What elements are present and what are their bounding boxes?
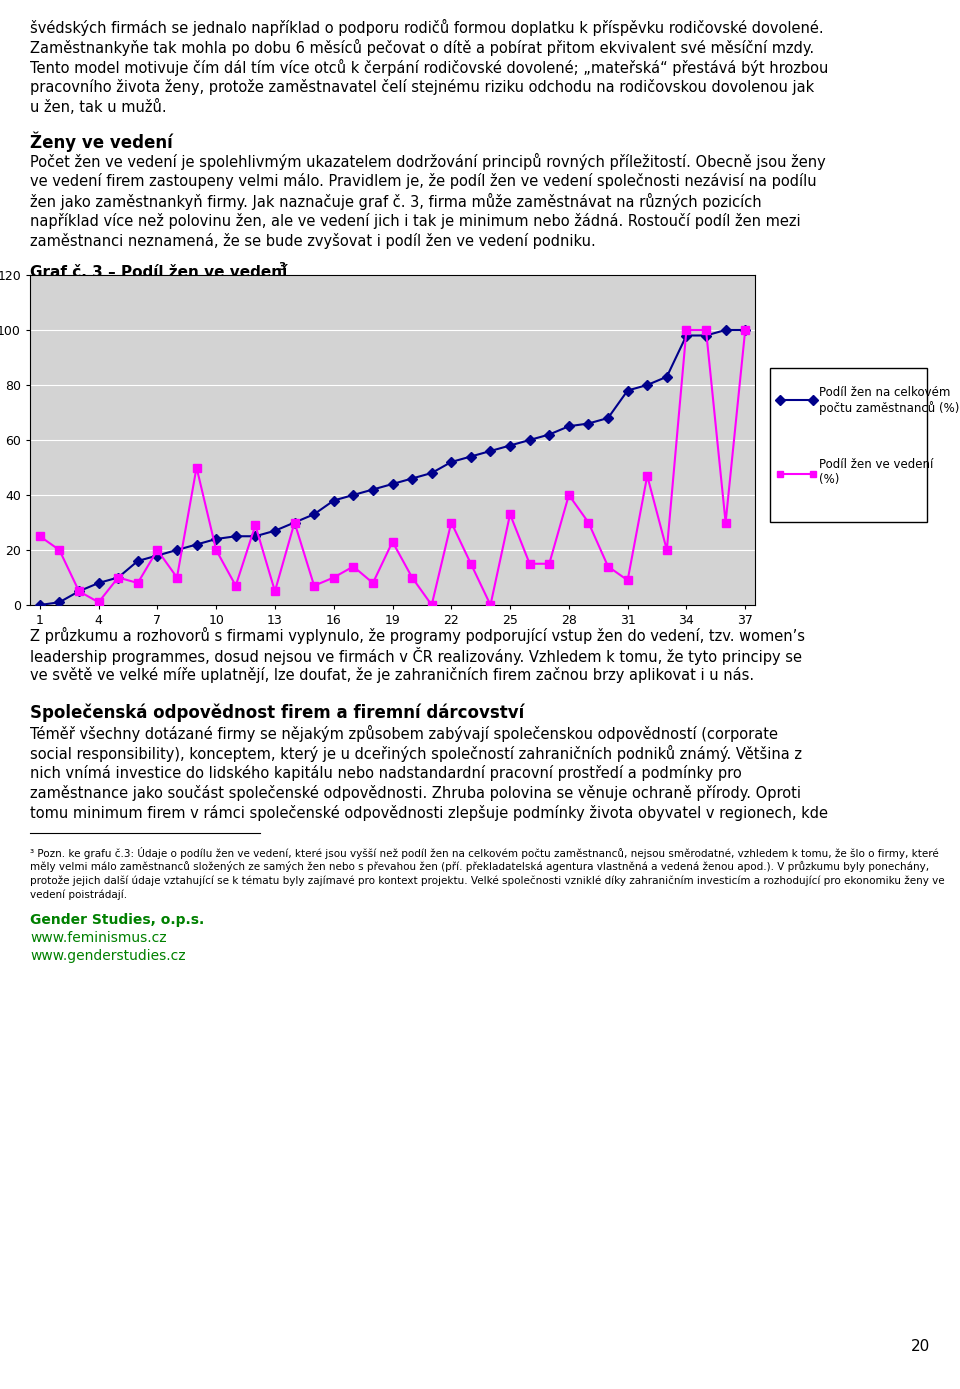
Text: 20: 20 xyxy=(911,1339,930,1354)
Text: Z průzkumu a rozhovorů s firmami vyplynulo, že programy podporující vstup žen do: Z průzkumu a rozhovorů s firmami vyplynu… xyxy=(30,626,805,644)
Text: ve vedení firem zastoupeny velmi málo. Pravidlem je, že podíl žen ve vedení spol: ve vedení firem zastoupeny velmi málo. P… xyxy=(30,174,817,189)
Text: například více než polovinu žen, ale ve vedení jich i tak je minimum nebo žádná.: například více než polovinu žen, ale ve … xyxy=(30,213,801,229)
Text: žen jako zaměstnankyň firmy. Jak naznačuje graf č. 3, firma může zaměstnávat na : žen jako zaměstnankyň firmy. Jak naznaču… xyxy=(30,193,761,210)
Text: Zaměstnankyňe tak mohla po dobu 6 měsíců pečovat o dítě a pobírat přitom ekvival: Zaměstnankyňe tak mohla po dobu 6 měsíců… xyxy=(30,39,814,56)
Text: www.genderstudies.cz: www.genderstudies.cz xyxy=(30,949,185,963)
Text: švédských firmách se jednalo například o podporu rodičů formou doplatku k příspě: švédských firmách se jednalo například o… xyxy=(30,19,824,36)
Text: protože jejich další údaje vztahující se k tématu byly zajímavé pro kontext proj: protože jejich další údaje vztahující se… xyxy=(30,875,945,886)
Text: ³ Pozn. ke grafu č.3: Údaje o podílu žen ve vedení, které jsou vyšší než podíl ž: ³ Pozn. ke grafu č.3: Údaje o podílu žen… xyxy=(30,847,939,858)
Text: www.feminismus.cz: www.feminismus.cz xyxy=(30,931,167,945)
Text: Graf č. 3 – Podíl žen ve vedení: Graf č. 3 – Podíl žen ve vedení xyxy=(30,265,287,281)
Text: nich vnímá investice do lidského kapitálu nebo nadstandardní pracovní prostředí : nich vnímá investice do lidského kapitál… xyxy=(30,765,742,781)
Text: social responsibility), konceptem, který je u dceřiných společností zahraničních: social responsibility), konceptem, který… xyxy=(30,745,802,763)
Text: zaměstnanci neznamená, že se bude zvyšovat i podíl žen ve vedení podniku.: zaměstnanci neznamená, že se bude zvyšov… xyxy=(30,233,596,249)
Text: měly velmi málo zaměstnanců složených ze samých žen nebo s převahou žen (pří. př: měly velmi málo zaměstnanců složených ze… xyxy=(30,861,929,872)
Text: tomu minimum firem v rámci společenské odpovědnosti zlepšuje podmínky života oby: tomu minimum firem v rámci společenské o… xyxy=(30,806,828,821)
Text: u žen, tak u mužů.: u žen, tak u mužů. xyxy=(30,99,167,115)
Text: 3: 3 xyxy=(278,263,285,272)
Text: zaměstnance jako součást společenské odpovědnosti. Zhruba polovina se věnuje och: zaměstnance jako součást společenské odp… xyxy=(30,785,801,801)
Text: ve světě ve velké míře uplatnějí, lze doufat, že je zahraničních firem začnou br: ve světě ve velké míře uplatnějí, lze do… xyxy=(30,667,755,683)
Text: leadership programmes, dosud nejsou ve firmách v ČR realizovány. Vzhledem k tomu: leadership programmes, dosud nejsou ve f… xyxy=(30,647,802,665)
Text: Podíl žen na celkovém
počtu zaměstnanců (%): Podíl žen na celkovém počtu zaměstnanců … xyxy=(819,386,960,415)
Text: Společenská odpovědnost firem a firemní dárcovství: Společenská odpovědnost firem a firemní … xyxy=(30,703,524,721)
Text: Podíl žen ve vedení
(%): Podíl žen ve vedení (%) xyxy=(819,458,933,486)
Text: vedení poistrádají.: vedení poistrádají. xyxy=(30,889,127,900)
Text: Téměř všechny dotázané firmy se nějakým způsobem zabývají společenskou odpovědno: Téměř všechny dotázané firmy se nějakým … xyxy=(30,725,778,742)
Text: Ženy ve vedení: Ženy ve vedení xyxy=(30,131,173,151)
Text: pracovního života ženy, protože zaměstnavatel čelí stejnému riziku odchodu na ro: pracovního života ženy, protože zaměstna… xyxy=(30,79,814,94)
FancyBboxPatch shape xyxy=(770,368,926,522)
Text: Tento model motivuje čím dál tím více otců k čerpání rodičovské dovolené; „mateř: Tento model motivuje čím dál tím více ot… xyxy=(30,58,828,76)
Text: Počet žen ve vedení je spolehlivmým ukazatelem dodržování principů rovných příle: Počet žen ve vedení je spolehlivmým ukaz… xyxy=(30,153,826,169)
Text: Gender Studies, o.p.s.: Gender Studies, o.p.s. xyxy=(30,913,204,926)
